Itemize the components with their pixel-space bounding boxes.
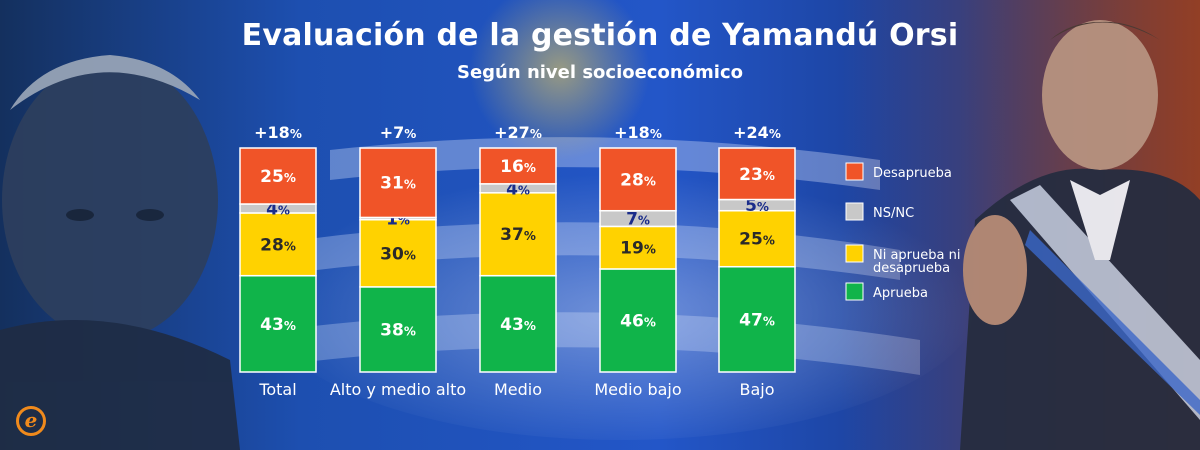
data-label: 28% bbox=[260, 235, 296, 255]
data-label: 25% bbox=[260, 167, 296, 187]
data-label: 47% bbox=[739, 310, 775, 330]
data-label: 7% bbox=[626, 210, 650, 230]
data-label: 25% bbox=[739, 230, 775, 250]
category-label: Medio bajo bbox=[594, 380, 681, 399]
data-label: 5% bbox=[745, 196, 769, 216]
category-label: Medio bbox=[494, 380, 542, 399]
bar-segment bbox=[718, 209, 796, 268]
data-label: 31% bbox=[380, 174, 416, 194]
data-label: 19% bbox=[620, 239, 656, 259]
data-label: 43% bbox=[500, 315, 536, 335]
bar-segment bbox=[479, 274, 557, 373]
data-label: 23% bbox=[739, 165, 775, 185]
data-label: 16% bbox=[500, 157, 536, 177]
bar-segment bbox=[239, 274, 317, 373]
legend-label: NS/NC bbox=[873, 206, 914, 221]
bar-segment bbox=[599, 225, 677, 270]
legend-label: Ni aprueba ni desaprueba bbox=[873, 248, 960, 276]
data-label: 38% bbox=[380, 320, 416, 340]
data-label: 43% bbox=[260, 315, 296, 335]
bar-segment bbox=[718, 265, 796, 373]
legend-swatch bbox=[845, 244, 864, 263]
data-label: 37% bbox=[500, 225, 536, 245]
net-label: +18% bbox=[614, 123, 662, 142]
data-label: 30% bbox=[380, 244, 416, 264]
net-label: +24% bbox=[733, 123, 781, 142]
bar-segment bbox=[718, 147, 796, 201]
legend-label: Desaprueba bbox=[873, 166, 952, 181]
legend-swatch bbox=[845, 162, 864, 181]
data-label: 46% bbox=[620, 311, 656, 331]
chart-title: Evaluación de la gestión de Yamandú Orsi bbox=[241, 18, 959, 53]
chart-subtitle: Según nivel socioeconómico bbox=[457, 62, 743, 83]
legend-label: Aprueba bbox=[873, 286, 928, 301]
data-label: 28% bbox=[620, 170, 656, 190]
bar-segment bbox=[479, 192, 557, 277]
bar-segment bbox=[239, 147, 317, 205]
e-logo-icon: e bbox=[16, 406, 46, 436]
net-label: +27% bbox=[494, 123, 542, 142]
legend-swatch bbox=[845, 202, 864, 221]
bar-segment bbox=[359, 147, 437, 219]
category-label: Alto y medio alto bbox=[330, 380, 466, 399]
net-label: +18% bbox=[254, 123, 302, 142]
category-label: Bajo bbox=[739, 380, 774, 399]
bar-segment bbox=[479, 147, 557, 185]
net-label: +7% bbox=[380, 123, 417, 142]
legend-swatch bbox=[845, 282, 864, 301]
category-label: Total bbox=[258, 380, 296, 399]
bar-segment bbox=[599, 147, 677, 212]
